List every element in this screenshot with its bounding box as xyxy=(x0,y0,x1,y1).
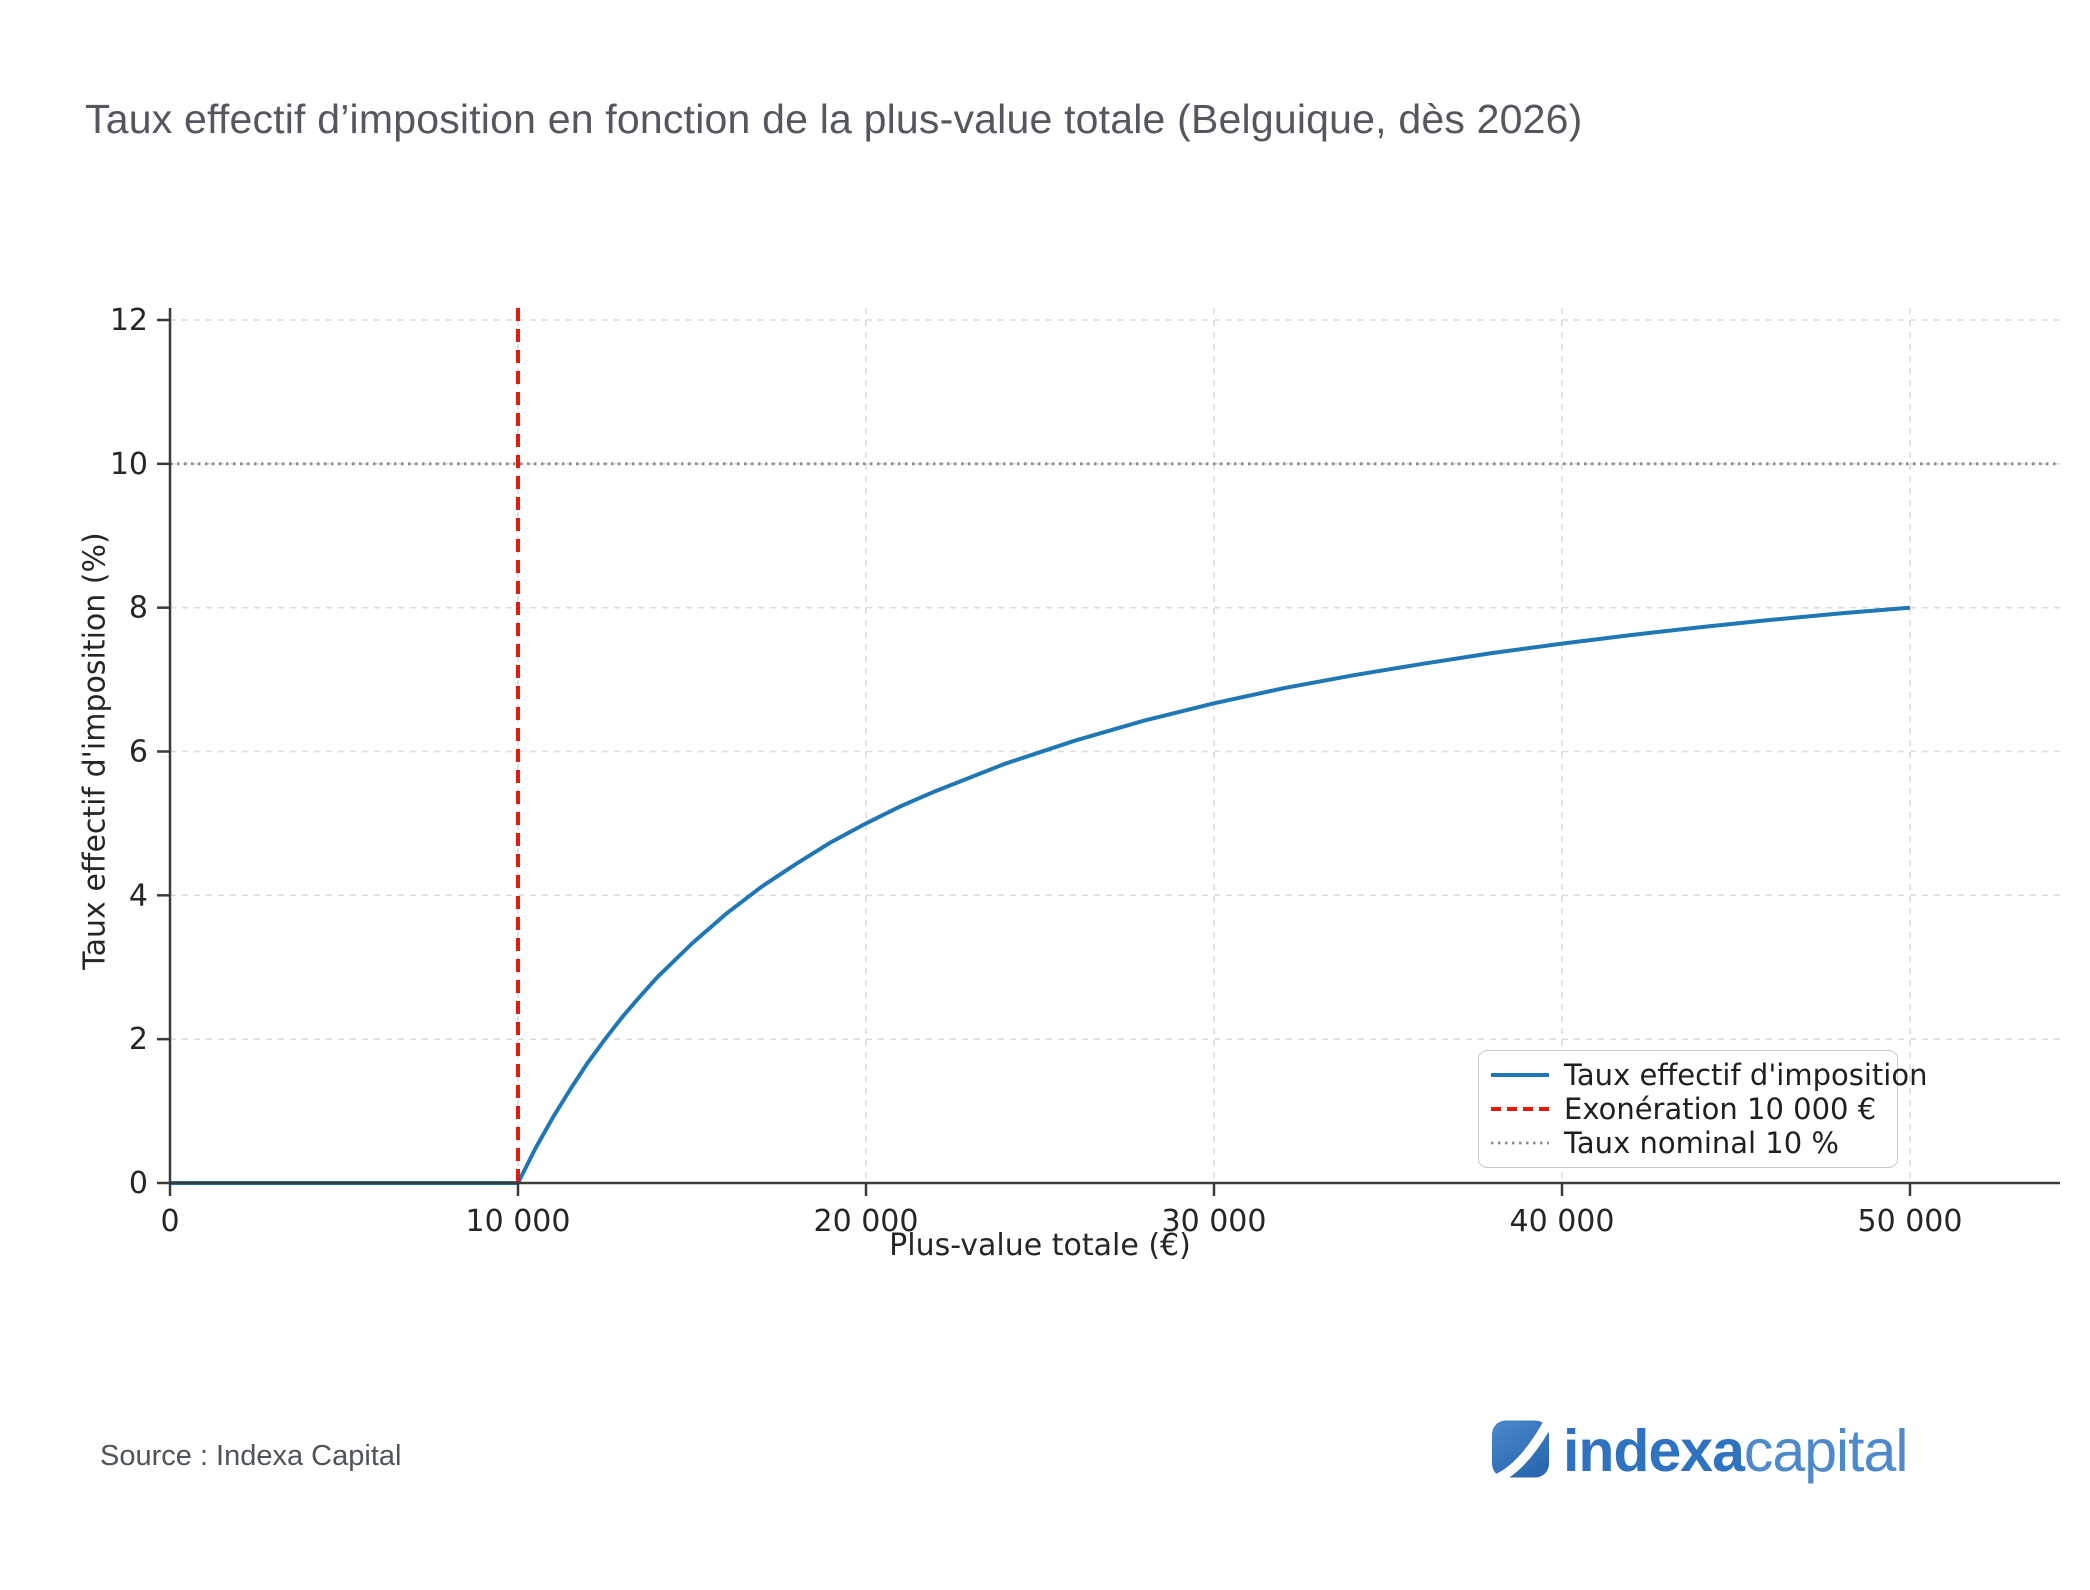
legend: Taux effectif d'imposition Exonération 10… xyxy=(1478,1050,1927,1168)
y-tick-label-12: 12 xyxy=(110,303,148,338)
legend-sample-dashed xyxy=(1491,1107,1549,1111)
legend-label: Taux nominal 10 % xyxy=(1564,1126,1839,1160)
chart-plot-area: 0 2 4 6 8 10 12 0 10 000 20 000 30 000 40 000 50 000 xyxy=(110,303,2060,1239)
y-tick-label-6: 6 xyxy=(129,735,148,770)
indexa-capital-logo: indexacapital xyxy=(1492,1418,1909,1484)
y-tick-label-2: 2 xyxy=(129,1022,148,1057)
legend-sample-solid xyxy=(1491,1073,1549,1077)
logo-word-capital: capital xyxy=(1743,1418,1909,1484)
x-tick-label-20000: 20 000 xyxy=(814,1204,919,1239)
y-tick-label-0: 0 xyxy=(129,1166,148,1201)
x-axis-title: Plus-value totale (€) xyxy=(889,1228,1191,1263)
legend-item-0: Taux effectif d'imposition xyxy=(1491,1058,1927,1092)
x-tick-label-40000: 40 000 xyxy=(1510,1204,1615,1239)
x-tick-label-0: 0 xyxy=(160,1204,179,1239)
y-axis-title: Taux effectif d'imposition (%) xyxy=(77,532,113,970)
legend-item-1: Exonération 10 000 € xyxy=(1491,1092,1885,1126)
indexa-logo-icon xyxy=(1492,1420,1549,1478)
legend-item-2: Taux nominal 10 % xyxy=(1491,1126,1885,1160)
y-tick-label-8: 8 xyxy=(129,591,148,626)
legend-label: Exonération 10 000 € xyxy=(1564,1092,1877,1126)
chart-title: Taux effectif d’imposition en fonction d… xyxy=(85,96,1583,142)
y-tick-label-4: 4 xyxy=(129,878,148,913)
logo-word-indexa: indexa xyxy=(1563,1418,1745,1484)
x-tick-label-10000: 10 000 xyxy=(466,1204,571,1239)
x-tick-label-50000: 50 000 xyxy=(1858,1204,1963,1239)
legend-label: Taux effectif d'imposition xyxy=(1564,1058,1928,1092)
effective-rate-curve xyxy=(170,605,1911,1185)
y-tick-label-10: 10 xyxy=(110,447,148,482)
indexa-logo-text: indexacapital xyxy=(1563,1418,1909,1484)
x-tick-label-30000: 30 000 xyxy=(1162,1204,1267,1239)
legend-sample-dotted xyxy=(1491,1141,1549,1145)
source-note: Source : Indexa Capital xyxy=(100,1440,402,1472)
